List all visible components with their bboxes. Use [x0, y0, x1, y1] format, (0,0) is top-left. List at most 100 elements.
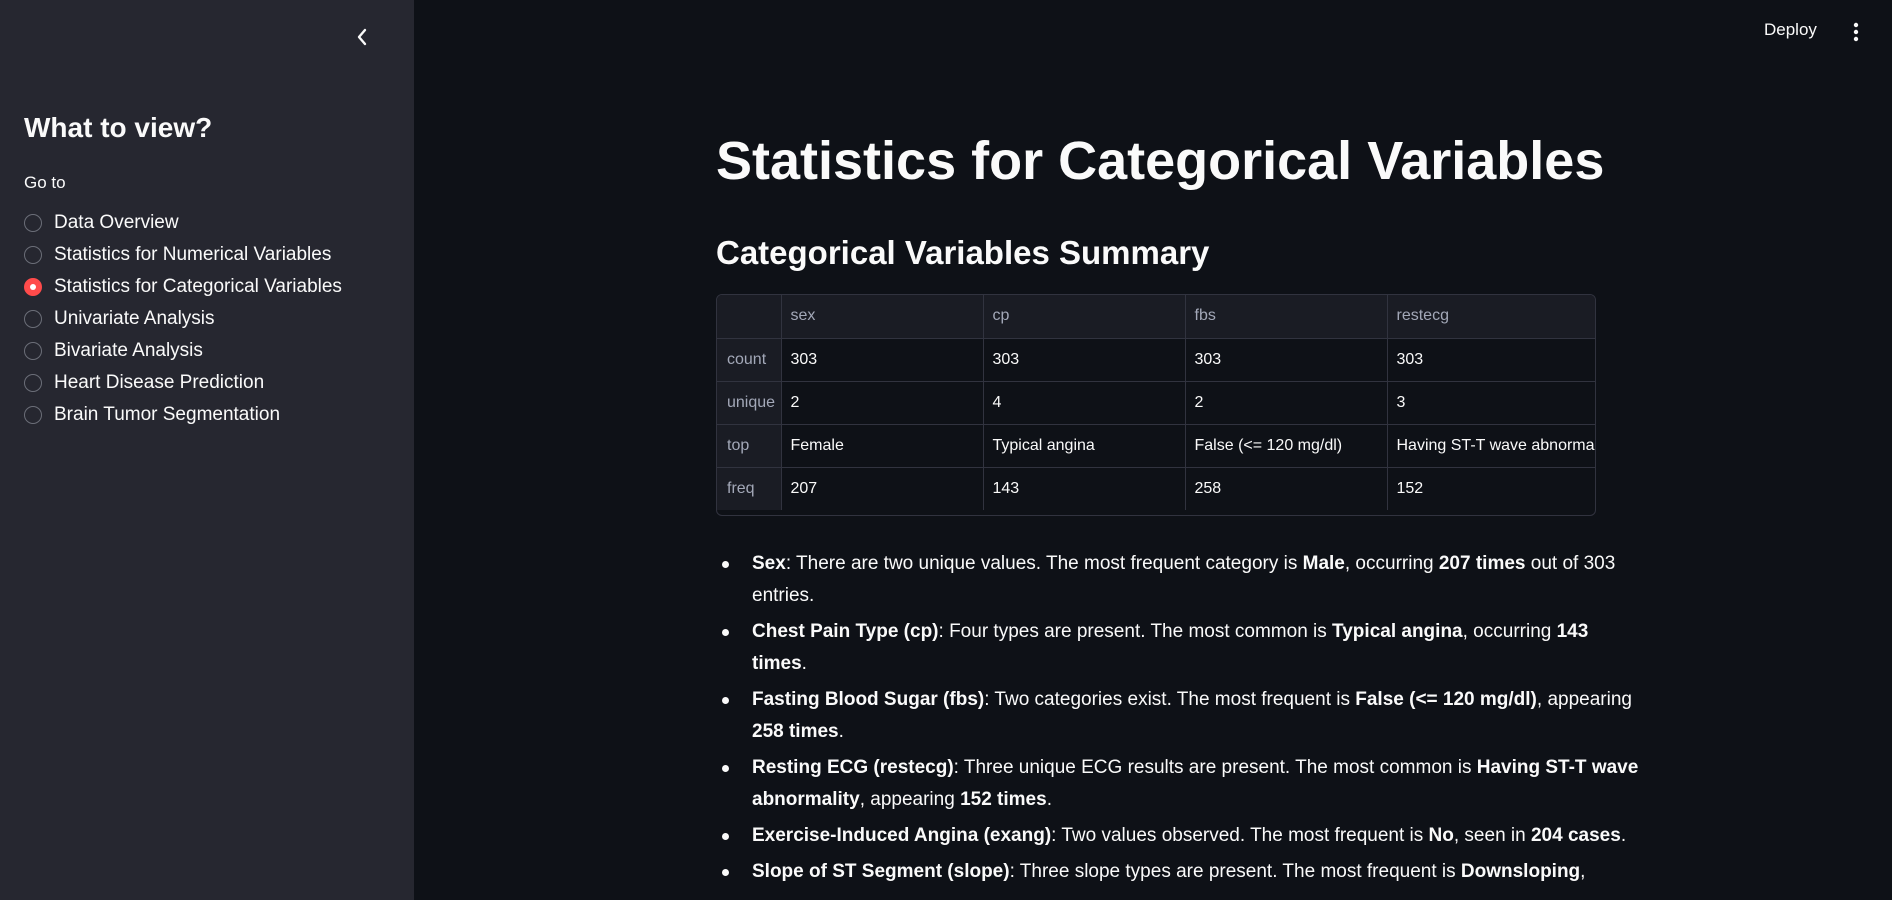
deploy-button[interactable]: Deploy	[1764, 20, 1817, 39]
table-cell[interactable]: False (<= 120 mg/dl)	[1185, 424, 1388, 468]
column-header[interactable]: restecg	[1387, 295, 1595, 339]
bullet-text: .	[838, 721, 844, 742]
table-cell[interactable]: 207	[781, 467, 984, 510]
kebab-menu-icon	[1853, 22, 1859, 42]
bullet-term: Sex	[752, 553, 786, 574]
table-row: top Female Typical angina False (<= 120 …	[717, 424, 1595, 468]
table-row: count 303 303 303 303	[717, 338, 1595, 382]
column-header	[717, 295, 782, 339]
table-cell[interactable]: 303	[983, 338, 1186, 382]
bullet-emphasis: 143 times	[752, 621, 1589, 674]
radio-button-icon[interactable]	[24, 406, 42, 424]
radio-brain-tumor-segmentation[interactable]: Brain Tumor Segmentation	[24, 399, 342, 431]
bullet-emphasis: Having ST-T wave abnormality	[752, 757, 1639, 810]
bullet-term: Chest Pain Type (cp)	[752, 621, 939, 642]
table-cell[interactable]: Female	[781, 424, 984, 468]
bullet-emphasis: 204 cases	[1530, 825, 1621, 846]
sidebar-title: What to view?	[24, 112, 213, 143]
radio-label[interactable]: Univariate Analysis	[54, 308, 215, 329]
radio-button-icon[interactable]	[24, 246, 42, 264]
bullet-emphasis: 152 times	[960, 789, 1047, 810]
radio-label[interactable]: Heart Disease Prediction	[54, 372, 265, 393]
radio-label[interactable]: Brain Tumor Segmentation	[54, 404, 281, 425]
sidebar: What to view? Go to Data Overview Statis…	[0, 0, 414, 900]
column-header[interactable]: sex	[781, 295, 984, 339]
list-item: Resting ECG (restecg): Three unique ECG …	[722, 752, 1642, 816]
radio-button-icon[interactable]	[24, 374, 42, 392]
bullet-text: ,	[1580, 861, 1586, 882]
radio-button-icon[interactable]	[24, 214, 42, 232]
bullet-text: : Two categories exist. The most frequen…	[984, 689, 1356, 710]
bullet-emphasis: 258 times	[752, 721, 839, 742]
bullet-text: , seen in	[1453, 825, 1531, 846]
radio-statistics-categorical[interactable]: Statistics for Categorical Variables	[24, 271, 342, 303]
bullet-text: , occurring	[1344, 553, 1439, 574]
bullet-text: : Three slope types are present. The mos…	[1009, 861, 1461, 882]
radio-label[interactable]: Data Overview	[54, 212, 179, 233]
table-cell[interactable]: 4	[983, 381, 1186, 425]
page-title: Statistics for Categorical Variables	[716, 131, 1605, 191]
table-cell[interactable]: 303	[1387, 338, 1595, 382]
table-cell[interactable]: 152	[1387, 467, 1595, 510]
summary-table: sex cp fbs restecg count 303 303 303 303…	[717, 295, 1595, 510]
list-item: Slope of ST Segment (slope): Three slope…	[722, 856, 1642, 888]
radio-heart-disease-prediction[interactable]: Heart Disease Prediction	[24, 367, 342, 399]
table-cell[interactable]: 2	[1185, 381, 1388, 425]
radio-group-label: Go to	[24, 173, 66, 192]
main-menu-button[interactable]	[1848, 20, 1864, 44]
bullet-text: : Four types are present. The most commo…	[938, 621, 1333, 642]
table-cell[interactable]: Typical angina	[983, 424, 1186, 468]
table-cell[interactable]: 303	[781, 338, 984, 382]
bullet-term: Exercise-Induced Angina (exang)	[752, 825, 1052, 846]
bullet-text: , appearing	[1536, 689, 1632, 710]
bullet-text: , occurring	[1462, 621, 1557, 642]
table-row: freq 207 143 258 152	[717, 467, 1595, 510]
radio-label[interactable]: Bivariate Analysis	[54, 340, 203, 361]
list-item: Chest Pain Type (cp): Four types are pre…	[722, 616, 1642, 680]
radio-data-overview[interactable]: Data Overview	[24, 207, 342, 239]
bullet-text: : Three unique ECG results are present. …	[953, 757, 1477, 778]
table-cell[interactable]: 258	[1185, 467, 1388, 510]
bullet-text: .	[801, 653, 807, 674]
column-header[interactable]: cp	[983, 295, 1186, 339]
table-cell[interactable]: 3	[1387, 381, 1595, 425]
list-item: Sex: There are two unique values. The mo…	[722, 548, 1642, 612]
radio-label[interactable]: Statistics for Categorical Variables	[54, 276, 342, 297]
bullet-text: out of 303 entries.	[752, 553, 1616, 606]
table-header-row: sex cp fbs restecg	[717, 295, 1595, 339]
list-item: Fasting Blood Sugar (fbs): Two categorie…	[722, 684, 1642, 748]
list-item: Exercise-Induced Angina (exang): Two val…	[722, 820, 1642, 852]
bullet-emphasis: No	[1428, 825, 1454, 846]
radio-button-icon[interactable]	[24, 342, 42, 360]
summary-dataframe[interactable]: sex cp fbs restecg count 303 303 303 303…	[716, 294, 1596, 516]
row-header: unique	[717, 381, 782, 425]
bullet-text: .	[1620, 825, 1627, 846]
radio-label[interactable]: Statistics for Numerical Variables	[54, 244, 332, 265]
section-title: Categorical Variables Summary	[716, 234, 1210, 271]
bullet-text: : There are two unique values. The most …	[785, 553, 1303, 574]
bullet-term: Slope of ST Segment (slope)	[752, 861, 1010, 882]
radio-bivariate-analysis[interactable]: Bivariate Analysis	[24, 335, 342, 367]
chevron-left-icon	[357, 28, 367, 46]
radio-statistics-numerical[interactable]: Statistics for Numerical Variables	[24, 239, 342, 271]
bullet-emphasis: 207 times	[1438, 553, 1526, 574]
bullet-emphasis: False (<= 120 mg/dl)	[1355, 689, 1537, 710]
radio-button-checked-icon[interactable]	[24, 278, 42, 296]
nav-radio-group: Data Overview Statistics for Numerical V…	[24, 207, 342, 431]
table-cell[interactable]: Having ST-T wave abnormal	[1387, 424, 1595, 468]
table-cell[interactable]: 2	[781, 381, 984, 425]
row-header: freq	[717, 467, 782, 510]
bullet-emphasis: Downsloping	[1460, 861, 1581, 882]
row-header: top	[717, 424, 782, 468]
radio-button-icon[interactable]	[24, 310, 42, 328]
table-cell[interactable]: 143	[983, 467, 1186, 510]
bullet-text: : Two values observed. The most frequent…	[1051, 825, 1429, 846]
bullet-emphasis: Male	[1302, 553, 1345, 574]
table-cell[interactable]: 303	[1185, 338, 1388, 382]
column-header[interactable]: fbs	[1185, 295, 1388, 339]
summary-bullet-list: Sex: There are two unique values. The mo…	[716, 548, 1642, 892]
radio-univariate-analysis[interactable]: Univariate Analysis	[24, 303, 342, 335]
collapse-sidebar-button[interactable]	[352, 24, 372, 50]
bullet-text: , appearing	[859, 789, 961, 810]
row-header: count	[717, 338, 782, 382]
